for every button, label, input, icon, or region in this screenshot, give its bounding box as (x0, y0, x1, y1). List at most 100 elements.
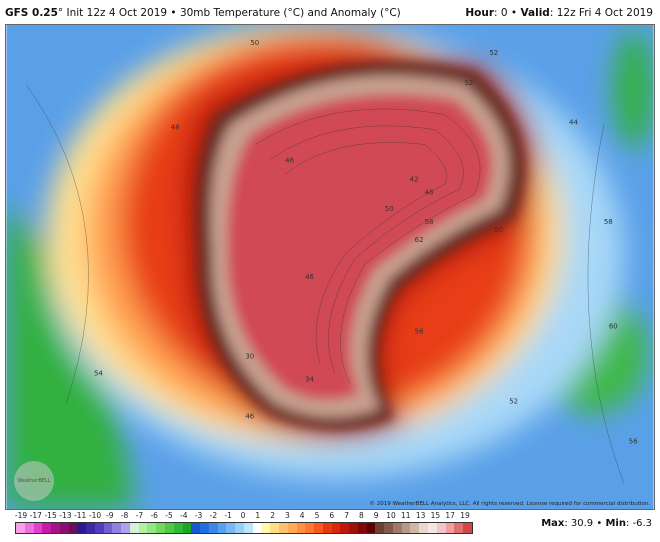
colorbar-swatch (156, 523, 166, 533)
colorbar-label: 15 (430, 511, 441, 520)
colorbar-label: 6 (329, 511, 335, 520)
colorbar-swatch (235, 523, 244, 533)
colorbar-swatch (410, 523, 420, 533)
colorbar-label: 1 (255, 511, 261, 520)
colorbar-label: -13 (59, 511, 72, 520)
map-title: GFS 0.25° Init 12z 4 Oct 2019 • 30mb Tem… (5, 7, 401, 19)
colorbar-swatch (261, 523, 271, 533)
contour-label: 58 (604, 218, 613, 226)
colorbar-swatch (200, 523, 209, 533)
colorbar-swatch (463, 523, 472, 533)
contour-label: 46 (305, 273, 314, 281)
colorbar-label: 9 (373, 511, 379, 520)
contour-label: 52 (509, 397, 518, 405)
contour-labels: 50 52 52 48 46 42 48 50 58 62 50 44 30 3… (94, 39, 638, 445)
colorbar-swatch (42, 523, 52, 533)
colorbar-swatch (77, 523, 87, 533)
contour-label: 44 (569, 119, 578, 127)
colorbar-swatch (340, 523, 350, 533)
contour-label: 62 (415, 236, 424, 244)
colorbar-swatch (419, 523, 428, 533)
colorbar-label: 17 (445, 511, 455, 520)
colorbar-label: 7 (344, 511, 349, 520)
contour-label: 60 (609, 323, 618, 331)
colorbar-swatch (375, 523, 385, 533)
colorbar-swatch (138, 523, 148, 533)
colorbar-label: 5 (314, 511, 320, 520)
colorbar-swatch (208, 523, 218, 533)
colorbar-label: -5 (165, 511, 173, 520)
colorbar-swatch (314, 523, 323, 533)
colorbar-swatch (401, 523, 411, 533)
colorbar-swatch (454, 523, 464, 533)
colorbar-label: -6 (150, 511, 158, 520)
contour-label: 52 (464, 79, 473, 87)
colorbar-swatch (182, 523, 192, 533)
colorbar-label: -1 (224, 511, 232, 520)
max-min-stats: Max: 30.9 • Min: -6.3 (541, 518, 652, 529)
colorbar-label: -8 (120, 511, 129, 520)
colorbar-swatch (278, 523, 288, 533)
colorbar-swatch (94, 523, 104, 533)
contour-label: 30 (245, 353, 254, 361)
colorbar-swatch (436, 523, 446, 533)
colorbar-swatch (173, 523, 183, 533)
colorbar-swatch (103, 523, 113, 533)
colorbar-label: 19 (460, 511, 470, 520)
colorbar-label: -9 (106, 511, 114, 520)
colorbar-label: 2 (270, 511, 275, 520)
colorbar-label: 4 (299, 511, 305, 520)
colorbar-labels: -19 -17 -15 -13 -11 -10 -9 -8 -7 -6 -5 -4 -3 -2 -1 0 1 2 3… (15, 511, 471, 521)
contour-label: 54 (94, 370, 103, 378)
colorbar-swatch (51, 523, 60, 533)
valid-time: Hour: 0 • Valid: 12z Fri 4 Oct 2019 (465, 7, 653, 19)
colorbar-label: 0 (240, 511, 246, 520)
contour-label: 56 (629, 437, 638, 445)
map-field: 50 52 52 48 46 42 48 50 58 62 50 44 30 3… (6, 25, 654, 509)
contour-label: 48 (425, 188, 434, 196)
contour-label: 50 (385, 205, 394, 213)
colorbar-swatch (357, 523, 367, 533)
colorbar-label: -2 (209, 511, 218, 520)
colorbar (15, 522, 473, 534)
colorbar-swatch (384, 523, 393, 533)
colorbar-label: 11 (401, 511, 411, 520)
colorbar-label: -11 (74, 511, 87, 520)
colorbar-swatch (270, 523, 279, 533)
colorbar-swatch (252, 523, 262, 533)
colorbar-swatch (191, 523, 201, 533)
colorbar-label: -10 (88, 511, 102, 520)
colorbar-swatch (322, 523, 332, 533)
colorbar-swatch (445, 523, 455, 533)
colorbar-swatch (243, 523, 253, 533)
colorbar-swatch (147, 523, 157, 533)
colorbar-swatch (331, 523, 341, 533)
colorbar-swatch (305, 523, 315, 533)
contour-label: 34 (305, 376, 314, 384)
colorbar-swatch (165, 523, 174, 533)
contour-label: 46 (245, 412, 254, 420)
colorbar-label: -19 (14, 511, 28, 520)
colorbar-swatch (68, 523, 78, 533)
contour-label: 48 (171, 124, 180, 132)
contour-label: 46 (285, 156, 294, 164)
copyright-notice: © 2019 WeatherBELL Analytics, LLC. All r… (369, 501, 650, 507)
contour-label: 58 (425, 218, 434, 226)
colorbar-swatch (217, 523, 227, 533)
colorbar-swatch (129, 523, 139, 533)
colorbar-swatch (33, 523, 43, 533)
colorbar-swatch (24, 523, 34, 533)
colorbar-label: -7 (135, 511, 144, 520)
colorbar-label: 8 (359, 511, 364, 520)
colorbar-swatch (296, 523, 306, 533)
colorbar-swatch (226, 523, 236, 533)
colorbar-swatch (121, 523, 130, 533)
colorbar-label: -15 (44, 511, 57, 520)
colorbar-label: 3 (285, 511, 290, 520)
colorbar-label: 13 (415, 511, 426, 520)
contour-label: 50 (250, 39, 259, 47)
colorbar-label: -17 (29, 511, 42, 520)
colorbar-swatch (112, 523, 122, 533)
colorbar-swatch (349, 523, 358, 533)
colorbar-swatch (366, 523, 376, 533)
